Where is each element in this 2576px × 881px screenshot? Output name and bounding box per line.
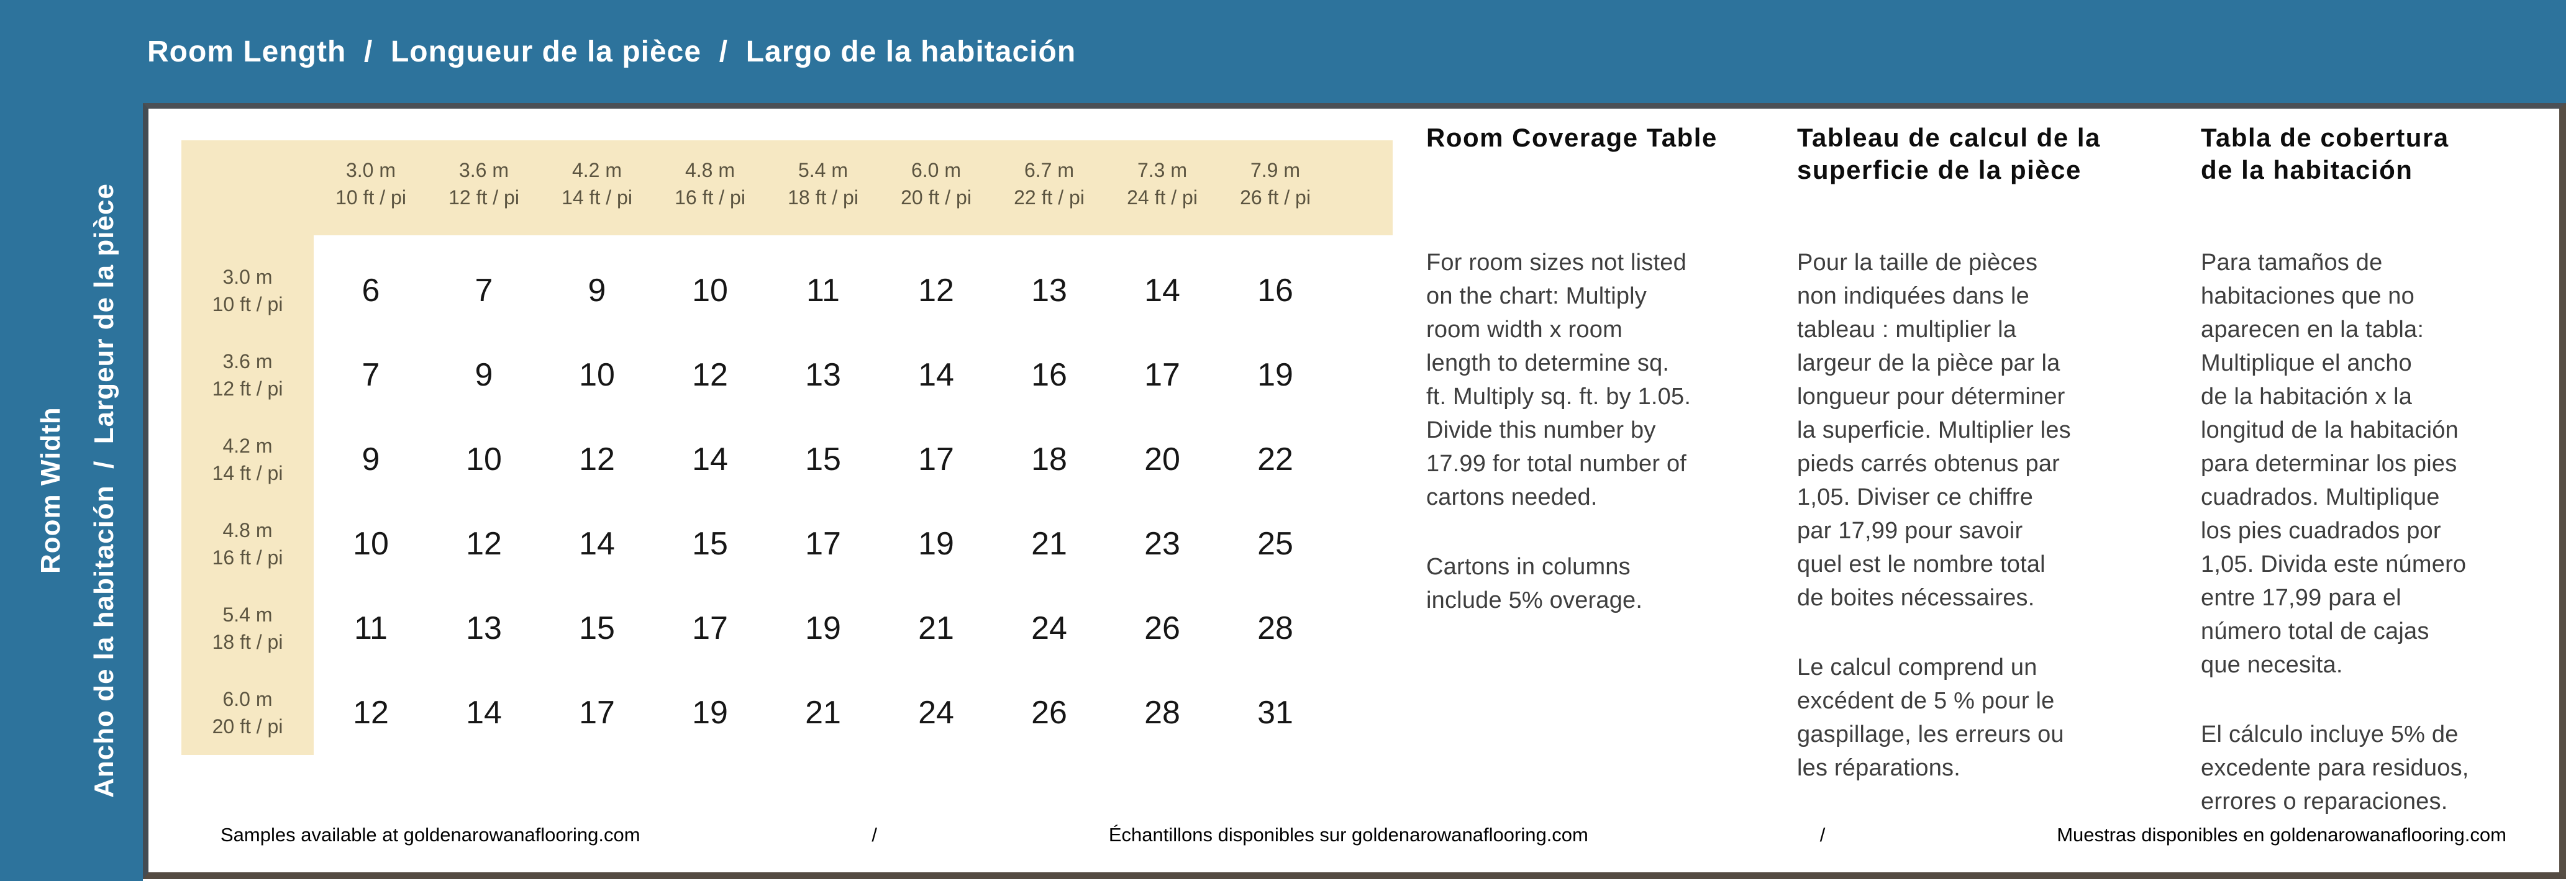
carton-count-cell: 16 — [1031, 357, 1067, 393]
footer-separator: / — [1819, 824, 1826, 846]
carton-count-cell: 6 — [362, 273, 380, 309]
table-column-header-band — [181, 140, 1393, 235]
row-header: 5.4 m 18 ft / pi — [212, 603, 283, 653]
carton-count-cell: 9 — [475, 357, 493, 393]
left-sidebar-bar — [0, 0, 143, 881]
carton-count-cell: 9 — [588, 273, 606, 309]
info-note-spanish: El cálculo incluye 5% de excedente para … — [2201, 721, 2469, 815]
row-header: 4.2 m 14 ft / pi — [212, 435, 283, 484]
info-paragraph-spanish: Para tamaños de habitaciones que no apar… — [2201, 250, 2467, 678]
carton-count-cell: 7 — [475, 273, 493, 309]
carton-count-cell: 24 — [1031, 610, 1067, 646]
carton-count-cell: 19 — [805, 610, 841, 646]
carton-count-cell: 21 — [918, 610, 954, 646]
info-note-french: Le calcul comprend un excédent de 5 % po… — [1797, 654, 2064, 781]
row-header: 3.0 m 10 ft / pi — [212, 266, 283, 315]
info-title-french: Tableau de calcul de la superficie de la… — [1797, 123, 2101, 184]
table-row-header-band — [181, 140, 314, 755]
carton-count-cell: 31 — [1257, 695, 1293, 731]
room-width-vertical-label-translations: Ancho de la habitación / Largeur de la p… — [89, 183, 119, 798]
carton-count-cell: 10 — [692, 273, 728, 309]
carton-count-cell: 22 — [1257, 441, 1293, 477]
carton-count-cell: 10 — [466, 441, 502, 477]
carton-count-cell: 13 — [1031, 273, 1067, 309]
carton-count-cell: 12 — [466, 526, 502, 562]
info-note-english: Cartons in columns include 5% overage. — [1426, 554, 1643, 613]
column-header: 7.3 m 24 ft / pi — [1127, 159, 1198, 209]
carton-count-cell: 24 — [918, 695, 954, 731]
carton-count-cell: 15 — [805, 441, 841, 477]
carton-count-cell: 19 — [918, 526, 954, 562]
carton-count-cell: 25 — [1257, 526, 1293, 562]
column-header: 6.0 m 20 ft / pi — [901, 159, 972, 209]
info-column-spanish: Tabla de cobertura de la habitación Para… — [2201, 122, 2561, 818]
info-paragraph-english: For room sizes not listed on the chart: … — [1426, 250, 1691, 510]
carton-count-cell: 17 — [805, 526, 841, 562]
carton-count-cell: 11 — [806, 273, 840, 309]
carton-count-cell: 28 — [1257, 610, 1293, 646]
top-header-bar — [0, 0, 2566, 103]
carton-count-cell: 13 — [805, 357, 841, 393]
row-header: 3.6 m 12 ft / pi — [212, 350, 283, 400]
row-header: 4.8 m 16 ft / pi — [212, 519, 283, 569]
carton-count-cell: 15 — [579, 610, 615, 646]
carton-count-cell: 14 — [579, 526, 615, 562]
column-header: 5.4 m 18 ft / pi — [788, 159, 858, 209]
column-header: 3.0 m 10 ft / pi — [335, 159, 406, 209]
carton-count-cell: 28 — [1144, 695, 1180, 731]
room-length-header: Room Length / Longueur de la pièce / Lar… — [147, 35, 1076, 68]
info-paragraph-french: Pour la taille de pièces non indiquées d… — [1797, 250, 2071, 611]
carton-count-cell: 10 — [579, 357, 615, 393]
carton-count-cell: 15 — [692, 526, 728, 562]
carton-count-cell: 26 — [1144, 610, 1180, 646]
carton-count-cell: 21 — [805, 695, 841, 731]
carton-count-cell: 20 — [1144, 441, 1180, 477]
column-header: 7.9 m 26 ft / pi — [1240, 159, 1311, 209]
carton-count-cell: 17 — [918, 441, 954, 477]
carton-count-cell: 19 — [692, 695, 728, 731]
carton-count-cell: 9 — [362, 441, 380, 477]
column-header: 6.7 m 22 ft / pi — [1014, 159, 1085, 209]
carton-count-cell: 11 — [354, 610, 388, 646]
room-width-vertical-label: Room Width — [35, 407, 66, 574]
carton-count-cell: 12 — [353, 695, 389, 731]
carton-count-cell: 17 — [1144, 357, 1180, 393]
column-header: 4.8 m 16 ft / pi — [675, 159, 745, 209]
carton-count-cell: 26 — [1031, 695, 1067, 731]
footer-samples-links: Samples available at goldenarowanafloori… — [221, 816, 2506, 854]
carton-count-cell: 14 — [1144, 273, 1180, 309]
carton-count-cell: 10 — [353, 526, 389, 562]
carton-count-cell: 12 — [918, 273, 954, 309]
carton-count-cell: 7 — [362, 357, 380, 393]
carton-count-cell: 17 — [579, 695, 615, 731]
carton-count-cell: 14 — [466, 695, 502, 731]
carton-count-cell: 13 — [466, 610, 502, 646]
carton-count-cell: 18 — [1031, 441, 1067, 477]
footer-separator: / — [872, 824, 877, 846]
carton-count-cell: 16 — [1257, 273, 1293, 309]
info-title-spanish: Tabla de cobertura de la habitación — [2201, 123, 2449, 184]
column-header: 3.6 m 12 ft / pi — [448, 159, 519, 209]
carton-count-cell: 14 — [692, 441, 728, 477]
info-column-french: Tableau de calcul de la superficie de la… — [1797, 122, 2185, 785]
coverage-table: 3.0 m 10 ft / pi 3.6 m 12 ft / pi 4.2 m 14… — [181, 140, 1393, 755]
info-title-english: Room Coverage Table — [1426, 123, 1718, 152]
carton-count-cell: 17 — [692, 610, 728, 646]
info-column-english: Room Coverage Table For room sizes not l… — [1426, 122, 1786, 617]
carton-count-cell: 12 — [692, 357, 728, 393]
footer-samples-english: Samples available at goldenarowanafloori… — [221, 824, 640, 846]
carton-count-cell: 23 — [1144, 526, 1180, 562]
carton-count-cell: 14 — [918, 357, 954, 393]
column-header: 4.2 m 14 ft / pi — [562, 159, 632, 209]
carton-count-cell: 21 — [1031, 526, 1067, 562]
footer-samples-spanish: Muestras disponibles en goldenarowanaflo… — [2057, 824, 2506, 846]
carton-count-cell: 19 — [1257, 357, 1293, 393]
row-header: 6.0 m 20 ft / pi — [212, 688, 283, 738]
footer-samples-french: Échantillons disponibles sur goldenarowa… — [1108, 824, 1588, 846]
carton-count-cell: 12 — [579, 441, 615, 477]
